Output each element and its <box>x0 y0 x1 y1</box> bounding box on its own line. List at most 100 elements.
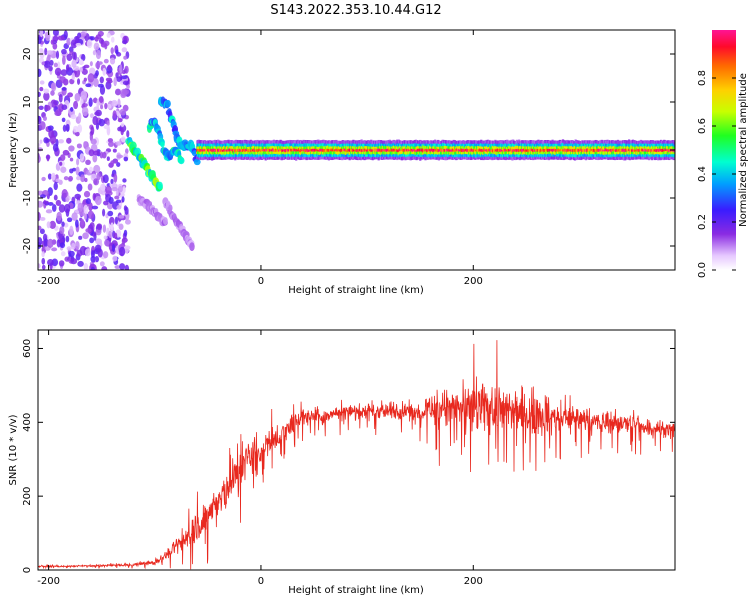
heatmap-blob <box>99 85 106 95</box>
heatmap-blob <box>75 219 79 228</box>
heatmap-blob <box>38 200 44 208</box>
heatmap-cell <box>396 154 400 158</box>
heatmap-blob <box>104 239 110 246</box>
heatmap-blob <box>99 151 104 159</box>
heatmap-feature-1 <box>125 137 163 192</box>
heatmap-blob <box>102 251 109 259</box>
heatmap-blob <box>96 99 100 109</box>
heatmap-blob <box>83 190 91 198</box>
heatmap-blob <box>102 67 106 76</box>
heatmap-blob <box>42 200 49 205</box>
heatmap-blob <box>60 69 68 77</box>
heatmap-blob <box>88 166 94 174</box>
heatmap-blob <box>93 42 100 51</box>
heatmap-blob <box>75 42 82 47</box>
heatmap-blob <box>100 183 106 191</box>
heatmap-blob <box>126 130 130 138</box>
heatmap-cell <box>359 141 362 145</box>
heatmap-blob <box>92 150 100 156</box>
heatmap-blob <box>39 121 46 130</box>
heatmap-blob <box>98 118 105 127</box>
heatmap-blob <box>39 30 44 38</box>
heatmap-blob <box>87 73 95 83</box>
heatmap-blob <box>55 178 61 183</box>
heatmap-blob <box>63 30 68 39</box>
heatmap-blob <box>120 136 126 143</box>
heatmap-blob <box>109 57 116 65</box>
heatmap-blob <box>70 39 78 49</box>
heatmap-blob <box>121 75 128 80</box>
heatmap-blob <box>108 216 115 226</box>
heatmap-blob <box>108 230 113 239</box>
heatmap-blob <box>126 84 130 90</box>
heatmap-blob <box>62 149 70 156</box>
heatmap-blob <box>95 49 102 60</box>
heatmap-blob <box>88 202 93 212</box>
heatmap-blob <box>62 55 66 66</box>
heatmap-blob <box>43 238 49 247</box>
heatmap-blob <box>73 125 79 133</box>
heatmap-blob <box>117 118 123 123</box>
heatmap-blob <box>121 238 126 245</box>
heatmap-blob <box>86 39 93 49</box>
heatmap-blob <box>79 245 87 256</box>
heatmap-blob <box>83 263 89 270</box>
heatmap-blob <box>59 161 63 166</box>
heatmap-blob <box>61 48 67 55</box>
heatmap-blob <box>189 242 195 252</box>
heatmap-blob <box>99 76 104 84</box>
heatmap-blob <box>95 228 102 236</box>
heatmap-blob <box>90 138 97 145</box>
heatmap-blob <box>44 47 48 56</box>
heatmap-blob <box>88 149 95 157</box>
heatmap-blob <box>68 145 75 152</box>
heatmap-blob <box>65 123 70 132</box>
heatmap-blob <box>96 172 101 181</box>
heatmap-blob <box>58 204 66 213</box>
heatmap-feature-4 <box>136 194 168 227</box>
heatmap-blob <box>60 154 66 161</box>
heatmap-blob <box>85 228 92 233</box>
heatmap-cell <box>231 147 234 151</box>
heatmap-blob <box>38 154 41 164</box>
heatmap-blob <box>69 168 74 174</box>
heatmap-blob <box>124 219 131 225</box>
heatmap-blob <box>39 86 44 92</box>
heatmap-blob <box>91 205 99 210</box>
heatmap-blob <box>38 263 41 269</box>
heatmap-blob <box>106 103 112 109</box>
heatmap-blob <box>65 197 70 203</box>
heatmap-blob <box>102 224 107 233</box>
heatmap-blob <box>52 143 59 152</box>
heatmap-blob <box>110 160 115 166</box>
heatmap-blob <box>53 194 58 201</box>
heatmap-blob <box>107 79 113 84</box>
heatmap-blob <box>87 183 93 191</box>
heatmap-blob <box>64 203 71 214</box>
heatmap-blob <box>119 108 127 116</box>
heatmap-cell <box>395 141 398 145</box>
heatmap-blob <box>123 156 129 162</box>
heatmap-blob <box>70 258 78 265</box>
heatmap-blob <box>99 261 105 267</box>
heatmap-blob <box>70 114 77 120</box>
heatmap-blob <box>39 48 44 53</box>
heatmap-blob <box>51 204 57 212</box>
heatmap-blob <box>115 199 122 204</box>
heatmap-blob <box>66 217 73 223</box>
heatmap-blob <box>114 216 118 225</box>
heatmap-blob <box>76 143 82 149</box>
heatmap-blob <box>39 228 45 235</box>
heatmap-blob <box>45 209 53 214</box>
heatmap-blob <box>115 141 122 146</box>
heatmap-blob <box>50 39 55 45</box>
heatmap-blob <box>43 88 50 94</box>
heatmap-blob <box>80 174 86 183</box>
heatmap-blob <box>113 173 118 183</box>
heatmap-blob <box>77 124 83 134</box>
heatmap-blob <box>66 137 72 144</box>
heatmap-cell <box>444 157 447 161</box>
heatmap-blob <box>71 242 76 250</box>
